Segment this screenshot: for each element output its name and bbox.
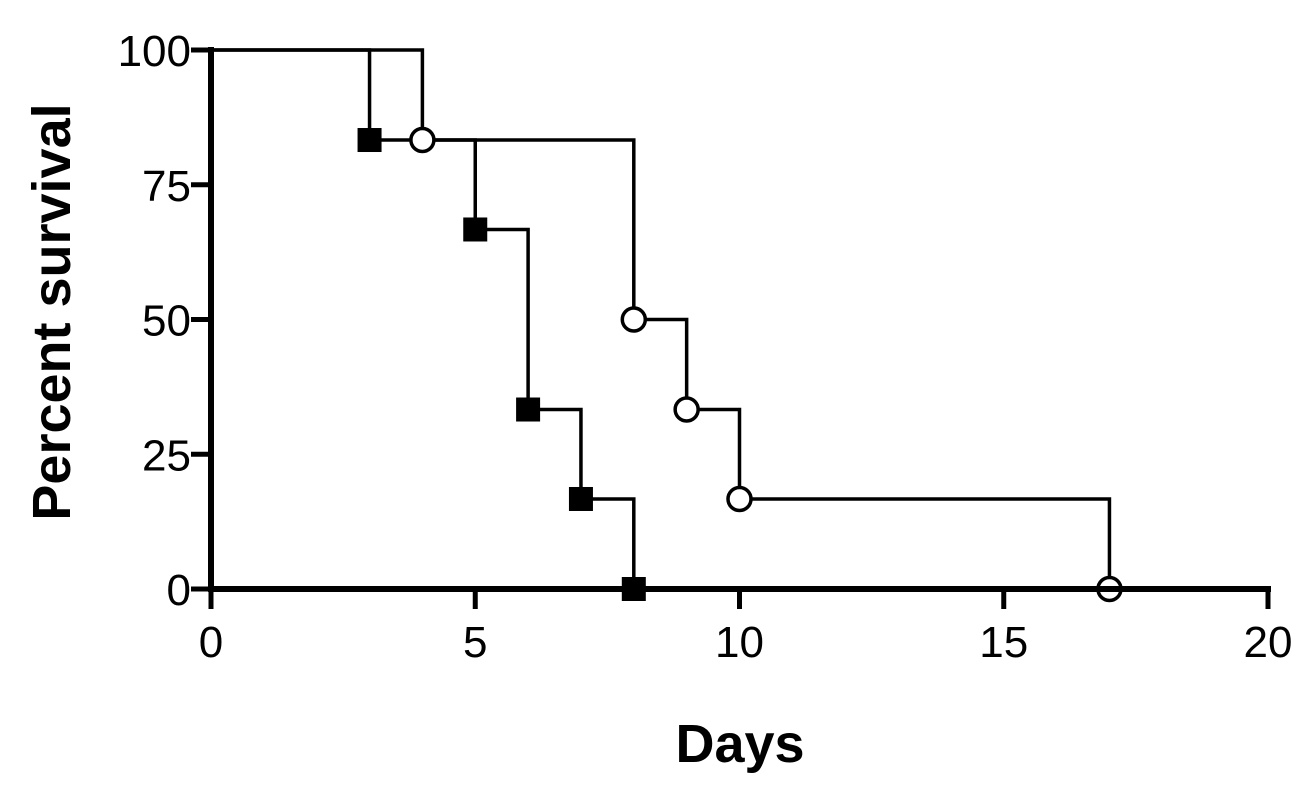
square-marker [516, 397, 541, 422]
x-tick-label: 0 [199, 618, 223, 667]
survival-curves [211, 48, 1112, 589]
x-tick-label: 20 [1244, 618, 1293, 667]
circle-marker [673, 396, 700, 423]
y-axis-ticks: 0 25 50 75 100 [118, 27, 211, 615]
circle-marker [620, 306, 648, 333]
y-axis-title: Percent survival [22, 103, 82, 520]
x-tick-label: 10 [715, 618, 764, 667]
y-tick-label: 0 [167, 566, 191, 615]
circle-marker [409, 126, 436, 154]
circle-marker [726, 485, 753, 513]
y-tick-label: 100 [118, 27, 191, 76]
x-tick-label: 5 [463, 618, 487, 667]
y-tick-label: 75 [142, 162, 191, 211]
square-marker [357, 128, 382, 153]
square-marker [568, 486, 593, 511]
x-axis-ticks: 0 5 10 15 20 [199, 589, 1293, 667]
square-marker [463, 217, 488, 242]
y-tick-label: 25 [142, 431, 191, 480]
survival-markers [357, 126, 1123, 603]
survival-curve-1 [211, 48, 636, 589]
y-tick-label: 50 [142, 297, 191, 346]
survival-curve-2 [211, 48, 1112, 589]
x-axis-title: Days [675, 714, 804, 774]
x-tick-label: 15 [979, 618, 1028, 667]
